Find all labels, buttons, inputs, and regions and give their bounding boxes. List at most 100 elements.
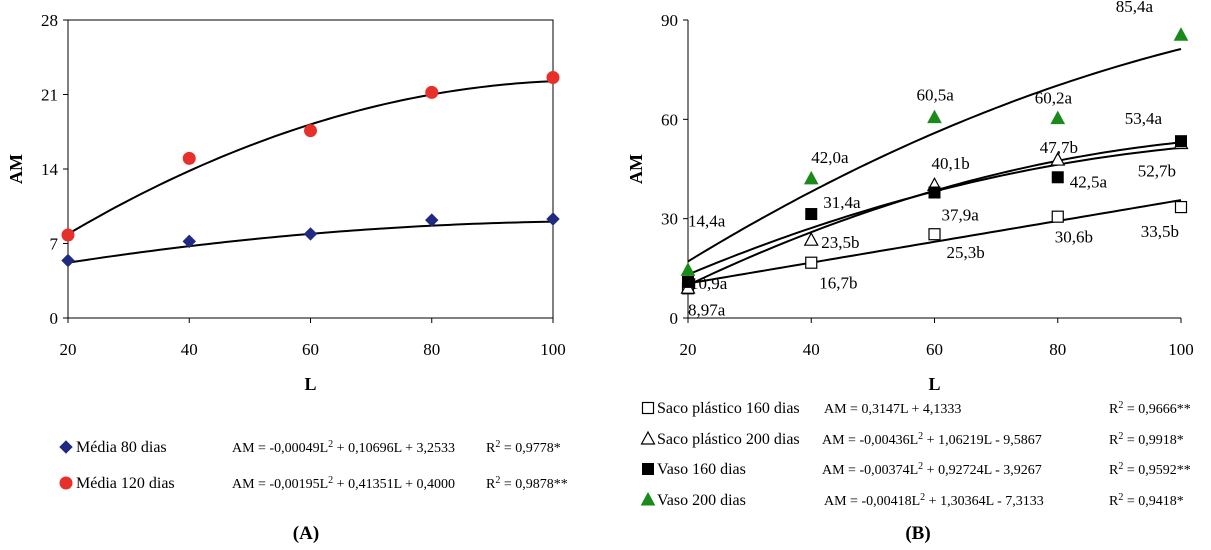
data-label: 30,6b bbox=[1055, 228, 1093, 247]
legend-marker bbox=[59, 440, 73, 454]
chart-B: 0 30 60 90 20 40 60 80 100 L AM bbox=[626, 11, 1194, 394]
legend-r2: R2 = 0,9878** bbox=[486, 475, 568, 493]
legend-r2: R2 = 0,9418* bbox=[1109, 492, 1184, 510]
legend-equation: AM = -0,00049L2 + 0,10696L + 3,2533 bbox=[232, 439, 455, 457]
x-tick-label: 80 bbox=[1049, 340, 1066, 359]
y-tick-label: 0 bbox=[670, 309, 679, 328]
data-label: 47,7b bbox=[1040, 138, 1078, 157]
x-tick-label: 20 bbox=[60, 340, 77, 359]
x-tick-label: 100 bbox=[1168, 340, 1194, 359]
data-label: 85,4a bbox=[1116, 0, 1154, 16]
legend-marker bbox=[59, 476, 73, 490]
y-tick-label: 28 bbox=[41, 11, 58, 30]
legend-label: Vaso 160 dias bbox=[657, 461, 746, 478]
data-point bbox=[182, 151, 196, 165]
data-point bbox=[682, 275, 694, 288]
data-label: 25,3b bbox=[947, 243, 985, 262]
data-point bbox=[805, 256, 818, 269]
legend-r2: R2 = 0,9666** bbox=[1109, 400, 1191, 418]
data-label: 31,4a bbox=[823, 193, 861, 212]
data-point bbox=[1174, 200, 1188, 214]
data-point bbox=[1050, 110, 1066, 125]
x-tick-label: 20 bbox=[680, 340, 697, 359]
x-axis-label: L bbox=[928, 374, 940, 394]
data-point bbox=[303, 227, 318, 241]
data-point bbox=[182, 234, 196, 249]
data-point bbox=[1051, 171, 1064, 184]
data-label: 40,1b bbox=[932, 154, 970, 173]
trend-line bbox=[687, 48, 1182, 263]
y-tick-label: 14 bbox=[41, 160, 59, 179]
data-point bbox=[928, 186, 941, 199]
x-tick-label: 60 bbox=[926, 340, 943, 359]
legend-r2: R2 = 0,9592** bbox=[1109, 461, 1191, 479]
trend-line bbox=[67, 80, 554, 235]
x-axis-label: L bbox=[304, 374, 316, 394]
data-point bbox=[805, 208, 818, 221]
x-tick-label: 60 bbox=[302, 340, 319, 359]
data-point bbox=[304, 124, 317, 138]
y-tick-label: 7 bbox=[50, 235, 59, 254]
data-label: 60,2a bbox=[1035, 89, 1073, 108]
data-label: 37,9a bbox=[942, 206, 980, 225]
data-label: 33,5b bbox=[1141, 222, 1179, 241]
data-point bbox=[1051, 210, 1064, 223]
data-label: 53,4a bbox=[1125, 109, 1163, 128]
legend-equation: AM = 0,3147L + 4,1333 bbox=[824, 402, 961, 417]
data-point bbox=[61, 228, 75, 242]
data-point bbox=[1050, 151, 1066, 166]
data-label: 10,9a bbox=[690, 274, 728, 293]
legend-r2: R2 = 0,9918* bbox=[1109, 431, 1184, 449]
legend-marker bbox=[642, 463, 654, 475]
y-tick-label: 90 bbox=[661, 11, 678, 30]
legend-marker bbox=[640, 491, 656, 506]
data-point bbox=[1175, 135, 1187, 148]
y-tick-label: 30 bbox=[661, 210, 678, 229]
legend-marker bbox=[641, 401, 655, 415]
data-label: 42,0a bbox=[811, 148, 849, 167]
data-label: 16,7b bbox=[819, 274, 857, 293]
panel-label-a: (A) bbox=[293, 523, 319, 544]
legend-equation: AM = -0,00195L2 + 0,41351L + 0,4000 bbox=[232, 475, 455, 493]
legend-label: Média 80 dias bbox=[76, 439, 167, 456]
data-point bbox=[546, 212, 560, 226]
x-tick-label: 40 bbox=[803, 340, 820, 359]
y-tick-label: 0 bbox=[50, 309, 59, 328]
data-point bbox=[546, 70, 560, 84]
data-point bbox=[61, 253, 75, 268]
legend-equation: AM = -0,00374L2 + 0,92724L - 3,9267 bbox=[822, 461, 1042, 479]
legend-label: Vaso 200 dias bbox=[657, 492, 746, 509]
legend-label: Média 120 dias bbox=[76, 475, 175, 492]
y-axis-label: AM bbox=[6, 154, 26, 184]
data-point bbox=[425, 85, 439, 99]
panel-label-b: (B) bbox=[905, 523, 930, 544]
data-label: 23,5b bbox=[821, 233, 859, 252]
data-label: 42,5a bbox=[1070, 172, 1108, 191]
data-point bbox=[680, 262, 696, 276]
data-point bbox=[803, 170, 819, 185]
data-point bbox=[803, 231, 819, 246]
data-label: 8,97a bbox=[688, 300, 726, 319]
data-label: 60,5a bbox=[917, 86, 955, 105]
x-tick-label: 100 bbox=[540, 340, 566, 359]
data-point bbox=[425, 213, 439, 227]
data-point bbox=[1173, 27, 1189, 41]
data-point bbox=[928, 228, 941, 241]
data-label: 14,4a bbox=[688, 211, 726, 230]
chart-A: 0 7 14 21 28 20 40 60 80 100 L AM bbox=[6, 11, 566, 394]
legend-r2: R2 = 0,9778* bbox=[486, 439, 561, 457]
legend-label: Saco plástico 200 dias bbox=[657, 431, 800, 448]
plot-frame bbox=[67, 19, 554, 319]
legend-equation: AM = -0,00418L2 + 1,30364L - 7,3133 bbox=[824, 492, 1044, 510]
x-tick-label: 40 bbox=[181, 340, 198, 359]
y-tick-label: 21 bbox=[41, 86, 58, 105]
legend-equation: AM = -0,00436L2 + 1,06219L - 9,5867 bbox=[822, 431, 1042, 449]
x-tick-label: 80 bbox=[423, 340, 440, 359]
legend-marker bbox=[640, 430, 656, 445]
legend-label: Saco plástico 160 dias bbox=[657, 400, 800, 417]
y-axis-label: AM bbox=[626, 154, 646, 184]
y-tick-label: 60 bbox=[661, 110, 678, 129]
data-label: 52,7b bbox=[1138, 162, 1176, 181]
data-point bbox=[927, 109, 942, 124]
